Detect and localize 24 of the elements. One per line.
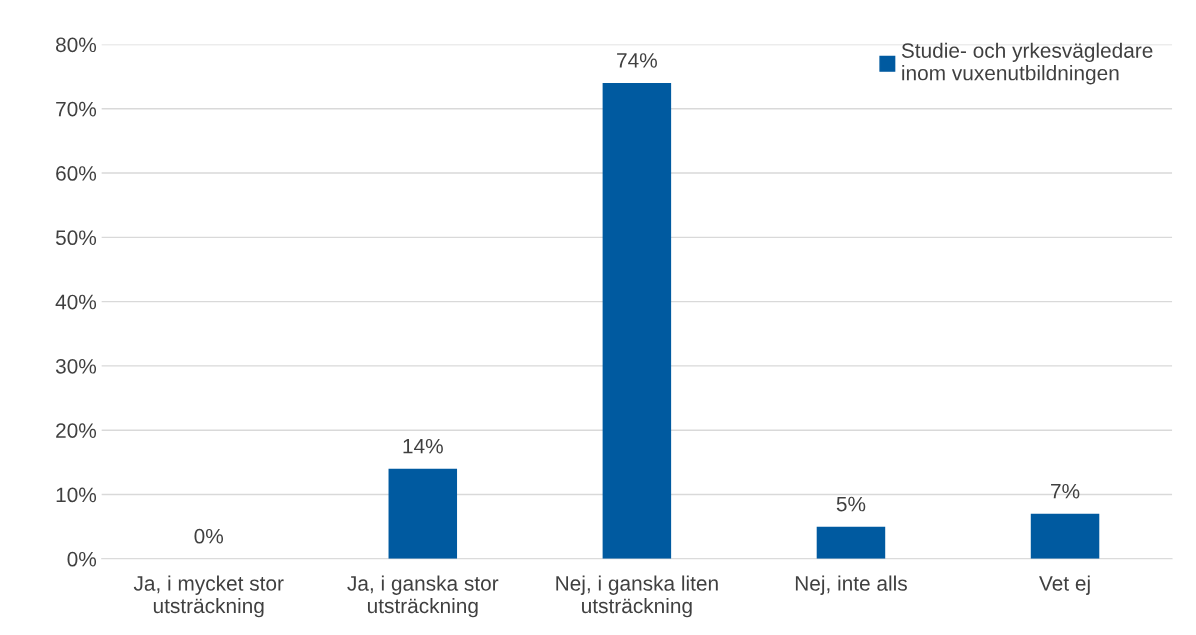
y-tick-label: 20% bbox=[56, 423, 97, 438]
x-tick-label: Ja, i ganska stor utsträckning bbox=[347, 575, 499, 618]
y-tick-label: 0% bbox=[67, 551, 97, 567]
data-label: 0% bbox=[194, 528, 224, 544]
bar bbox=[388, 468, 458, 559]
y-tick-label: 60% bbox=[56, 166, 97, 181]
x-tick-label: Vet ej bbox=[1039, 575, 1090, 595]
y-tick-label: 30% bbox=[55, 358, 97, 374]
y-tick-label: 40% bbox=[55, 294, 97, 310]
bar bbox=[816, 526, 886, 559]
data-label: 14% bbox=[403, 438, 443, 454]
bar bbox=[602, 83, 672, 559]
y-tick-label: 80% bbox=[56, 37, 97, 53]
x-tick-label: Ja, i mycket stor utsträckning bbox=[133, 575, 284, 618]
data-label: 74% bbox=[617, 53, 657, 68]
bar bbox=[1030, 513, 1100, 559]
data-label: 7% bbox=[1051, 483, 1080, 499]
x-tick-label: Nej, i ganska liten utsträckning bbox=[556, 575, 718, 618]
y-tick-label: 10% bbox=[56, 487, 97, 503]
x-tick-label: Nej, inte alls bbox=[795, 575, 907, 595]
y-tick-label: 70% bbox=[56, 101, 97, 117]
y-tick-label: 50% bbox=[55, 230, 97, 246]
data-label: 5% bbox=[836, 496, 866, 512]
legend-label: Studie- och yrkesvägledare inom vuxenutbildningen bbox=[901, 42, 1153, 85]
